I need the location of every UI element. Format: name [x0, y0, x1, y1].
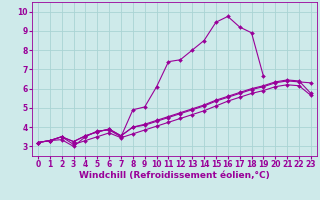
X-axis label: Windchill (Refroidissement éolien,°C): Windchill (Refroidissement éolien,°C) [79, 171, 270, 180]
